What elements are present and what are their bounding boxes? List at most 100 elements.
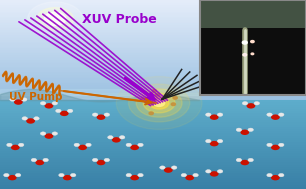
Circle shape xyxy=(138,174,143,177)
Circle shape xyxy=(45,103,53,108)
Circle shape xyxy=(242,102,248,105)
Circle shape xyxy=(119,136,125,139)
Bar xyxy=(0,176,306,178)
Circle shape xyxy=(34,117,39,120)
Bar xyxy=(0,97,306,98)
Bar xyxy=(0,125,306,127)
Circle shape xyxy=(21,98,27,101)
Circle shape xyxy=(217,139,223,143)
Bar xyxy=(0,167,306,169)
Circle shape xyxy=(67,109,73,113)
Bar xyxy=(0,15,306,17)
Circle shape xyxy=(18,143,24,147)
Text: XUV Probe: XUV Probe xyxy=(82,13,157,26)
Bar xyxy=(0,7,306,8)
Circle shape xyxy=(149,97,169,109)
Circle shape xyxy=(171,103,175,105)
Circle shape xyxy=(10,98,15,101)
Bar xyxy=(0,92,306,94)
Circle shape xyxy=(136,89,182,117)
Bar xyxy=(0,88,306,90)
Bar xyxy=(0,102,306,105)
Bar xyxy=(0,0,306,2)
Bar xyxy=(0,162,306,165)
Circle shape xyxy=(181,174,187,177)
Bar xyxy=(0,53,306,55)
Bar xyxy=(0,156,306,158)
Circle shape xyxy=(171,166,177,169)
Bar xyxy=(0,48,306,50)
Bar xyxy=(0,90,306,92)
Bar xyxy=(0,180,306,182)
Circle shape xyxy=(28,2,83,36)
Bar xyxy=(0,174,306,176)
Circle shape xyxy=(74,143,80,147)
Circle shape xyxy=(86,143,91,147)
Bar xyxy=(0,47,306,48)
Circle shape xyxy=(92,113,98,116)
Circle shape xyxy=(116,77,202,129)
Bar xyxy=(0,105,306,107)
Bar xyxy=(0,149,306,151)
Bar xyxy=(0,45,306,47)
Circle shape xyxy=(267,174,272,177)
Bar xyxy=(0,158,306,160)
Bar xyxy=(0,82,306,84)
Bar xyxy=(0,42,306,43)
Circle shape xyxy=(141,98,145,100)
Circle shape xyxy=(56,109,61,113)
Circle shape xyxy=(267,113,272,116)
Bar xyxy=(0,129,306,131)
Circle shape xyxy=(126,174,132,177)
Bar xyxy=(0,145,306,147)
Circle shape xyxy=(126,143,132,147)
Circle shape xyxy=(7,143,12,147)
Circle shape xyxy=(236,128,242,132)
Circle shape xyxy=(45,133,53,139)
Circle shape xyxy=(254,102,259,105)
Circle shape xyxy=(206,139,211,143)
Circle shape xyxy=(173,97,177,99)
Circle shape xyxy=(130,175,139,180)
Bar xyxy=(0,43,306,45)
Bar xyxy=(0,23,306,25)
Circle shape xyxy=(160,166,165,169)
Circle shape xyxy=(271,175,280,180)
Bar xyxy=(0,17,306,18)
Circle shape xyxy=(104,113,110,116)
Bar xyxy=(0,3,306,5)
Bar xyxy=(0,140,306,142)
Circle shape xyxy=(8,175,17,180)
Bar xyxy=(0,178,306,180)
Bar xyxy=(200,0,306,94)
Circle shape xyxy=(92,158,98,162)
Bar xyxy=(0,133,306,136)
Circle shape xyxy=(138,143,143,147)
Bar xyxy=(0,160,306,162)
Circle shape xyxy=(60,111,69,116)
Bar xyxy=(0,107,306,109)
Circle shape xyxy=(206,113,211,116)
Bar xyxy=(0,77,306,78)
Bar xyxy=(0,94,306,95)
Circle shape xyxy=(43,158,48,162)
Bar xyxy=(0,169,306,171)
Bar xyxy=(0,64,306,65)
Bar xyxy=(0,67,306,68)
Text: UV Pump: UV Pump xyxy=(9,92,63,102)
Bar xyxy=(0,60,306,62)
Circle shape xyxy=(154,100,165,106)
Bar xyxy=(0,58,306,60)
Bar xyxy=(0,84,306,85)
Circle shape xyxy=(242,41,247,44)
Circle shape xyxy=(11,145,20,150)
Bar xyxy=(0,2,306,3)
Circle shape xyxy=(241,160,249,165)
Bar xyxy=(0,37,306,38)
Circle shape xyxy=(22,117,28,120)
Circle shape xyxy=(217,170,223,173)
Bar xyxy=(0,33,306,35)
Circle shape xyxy=(37,8,73,30)
Circle shape xyxy=(271,115,280,120)
Bar xyxy=(0,120,306,122)
